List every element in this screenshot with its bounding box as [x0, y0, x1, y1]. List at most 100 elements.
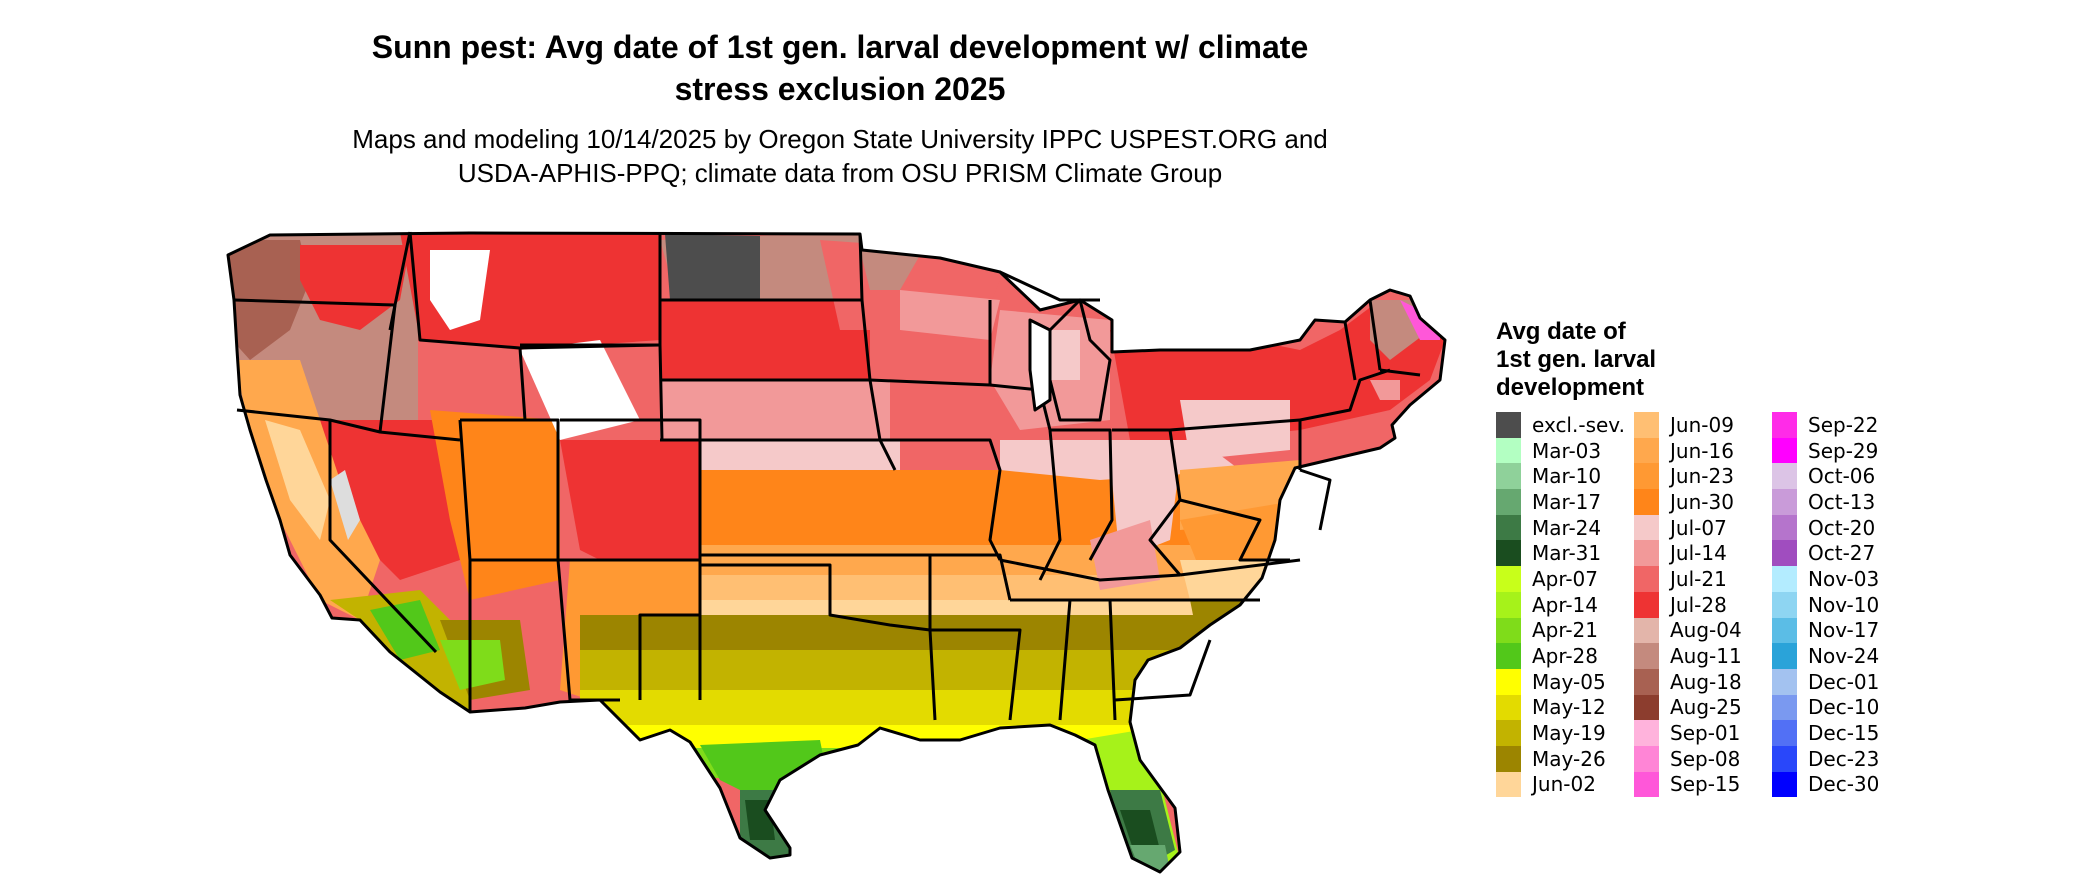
legend-label: Mar-03	[1532, 438, 1602, 463]
legend-item: Nov-17	[1772, 617, 1910, 644]
legend-label: Apr-07	[1532, 566, 1598, 591]
legend-swatch	[1772, 745, 1797, 772]
legend-label: Jul-21	[1670, 566, 1727, 591]
legend-item: Sep-15	[1634, 771, 1772, 798]
legend-swatch	[1772, 463, 1797, 490]
legend-label: Apr-28	[1532, 644, 1598, 669]
legend-item: Dec-23	[1772, 745, 1910, 772]
legend-label: Nov-03	[1808, 566, 1880, 591]
legend-label: excl.-sev.	[1532, 412, 1625, 437]
legend-swatch	[1496, 668, 1521, 695]
legend-item: Jul-07	[1634, 514, 1772, 541]
legend-label: Dec-23	[1808, 746, 1880, 771]
legend-column: Sep-22 Sep-29 Oct-06 Oct-13 Oct-20 Oct-27 Nov-…	[1772, 412, 1910, 798]
legend-label: Sep-15	[1670, 772, 1741, 797]
legend-item: Sep-08	[1634, 745, 1772, 772]
legend-swatch	[1496, 745, 1521, 772]
legend-label: Aug-18	[1670, 669, 1742, 694]
legend-item: Apr-14	[1496, 591, 1634, 618]
legend-item: May-12	[1496, 694, 1634, 721]
legend-label: Nov-24	[1808, 644, 1880, 669]
legend-item: May-05	[1496, 668, 1634, 695]
legend-title-line3: development	[1496, 374, 1645, 401]
legend-item: Jun-16	[1634, 437, 1772, 464]
legend-item: May-19	[1496, 720, 1634, 746]
map-title-line2: stress exclusion 2025	[674, 71, 1006, 107]
legend-title: Avg date of 1st gen. larval development	[1496, 318, 1736, 402]
legend-label: Oct-27	[1808, 541, 1876, 566]
legend-swatch	[1772, 591, 1797, 618]
legend-swatch	[1496, 489, 1521, 515]
legend-label: Sep-29	[1808, 438, 1879, 463]
map-subtitle: Maps and modeling 10/14/2025 by Oregon S…	[0, 122, 1680, 190]
legend-swatch	[1772, 771, 1797, 798]
legend-label: Oct-20	[1808, 515, 1876, 540]
legend-item: Oct-27	[1772, 540, 1910, 567]
legend-swatch	[1496, 540, 1521, 567]
legend-swatch	[1634, 745, 1659, 772]
map-subtitle-line2: USDA-APHIS-PPQ; climate data from OSU PR…	[457, 158, 1223, 188]
legend-item: Jun-09	[1634, 412, 1772, 438]
legend-item: Mar-24	[1496, 514, 1634, 541]
legend-label: Jun-16	[1670, 438, 1734, 463]
legend-label: Aug-11	[1670, 644, 1742, 669]
legend-label: Sep-01	[1670, 721, 1741, 746]
legend-item: Jul-14	[1634, 540, 1772, 567]
legend-swatch	[1772, 412, 1797, 438]
legend-item: Aug-25	[1634, 694, 1772, 721]
legend-swatch	[1772, 514, 1797, 541]
map-title: Sunn pest: Avg date of 1st gen. larval d…	[0, 26, 1680, 110]
legend-item: Aug-04	[1634, 617, 1772, 644]
legend-swatch	[1634, 668, 1659, 695]
legend-label: May-19	[1532, 721, 1606, 746]
legend-swatch	[1496, 591, 1521, 618]
legend-swatch	[1772, 643, 1797, 669]
map-subtitle-line1: Maps and modeling 10/14/2025 by Oregon S…	[352, 124, 1328, 154]
legend-label: Aug-25	[1670, 695, 1742, 720]
legend-item: Dec-01	[1772, 668, 1910, 695]
legend-swatch	[1634, 540, 1659, 567]
legend-item: Jun-23	[1634, 463, 1772, 490]
legend-item: Mar-17	[1496, 489, 1634, 515]
legend-label: Dec-10	[1808, 695, 1880, 720]
legend-item: May-26	[1496, 745, 1634, 772]
legend-label: May-26	[1532, 746, 1606, 771]
legend-swatch	[1634, 617, 1659, 644]
legend-swatch	[1634, 591, 1659, 618]
legend-item: Dec-15	[1772, 720, 1910, 746]
legend-label: May-05	[1532, 669, 1606, 694]
legend-swatch	[1772, 694, 1797, 721]
legend-swatch	[1772, 489, 1797, 515]
legend-label: Jun-02	[1532, 772, 1596, 797]
legend-column: excl.-sev. Mar-03 Mar-10 Mar-17 Mar-24 Mar-31…	[1496, 412, 1634, 798]
legend-item: Oct-06	[1772, 463, 1910, 490]
legend-item: Mar-03	[1496, 437, 1634, 464]
legend-swatch	[1772, 720, 1797, 746]
state-boundaries	[226, 231, 1447, 874]
legend-swatch	[1496, 412, 1521, 438]
legend-swatch	[1634, 694, 1659, 721]
legend-columns: excl.-sev. Mar-03 Mar-10 Mar-17 Mar-24 Mar-31…	[1496, 412, 1910, 798]
legend-swatch	[1496, 514, 1521, 541]
legend-swatch	[1634, 437, 1659, 464]
larval-development-raster	[228, 233, 1445, 870]
legend-item: Jul-21	[1634, 566, 1772, 592]
legend-label: Mar-31	[1532, 541, 1602, 566]
legend-label: Jun-30	[1670, 489, 1734, 514]
legend-label: Dec-01	[1808, 669, 1880, 694]
conus-map	[226, 231, 1447, 874]
legend-swatch	[1496, 437, 1521, 464]
map-title-line1: Sunn pest: Avg date of 1st gen. larval d…	[371, 29, 1309, 65]
legend-swatch	[1634, 489, 1659, 515]
legend-label: Mar-10	[1532, 464, 1602, 489]
legend-swatch	[1634, 566, 1659, 592]
legend-label: Oct-13	[1808, 489, 1876, 514]
legend-item: Dec-10	[1772, 694, 1910, 721]
legend-swatch	[1496, 771, 1521, 798]
legend-label: Jun-09	[1670, 412, 1734, 437]
legend-swatch	[1634, 463, 1659, 490]
legend-label: May-12	[1532, 695, 1606, 720]
legend-item: Mar-31	[1496, 540, 1634, 567]
legend-swatch	[1634, 412, 1659, 438]
legend-swatch	[1772, 540, 1797, 567]
